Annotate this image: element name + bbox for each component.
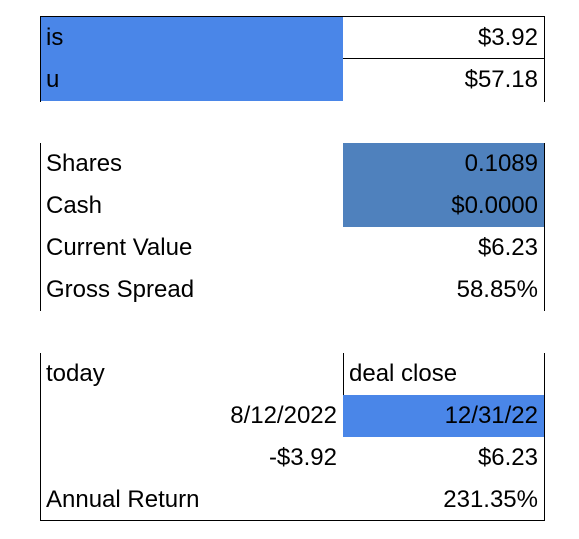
label-shares[interactable]: Shares bbox=[46, 150, 123, 177]
date-today[interactable]: 8/12/2022 bbox=[230, 402, 337, 429]
block1-border-mid bbox=[343, 58, 545, 59]
block2-border-right bbox=[544, 143, 545, 311]
cashflow-today[interactable]: -$3.92 bbox=[268, 444, 337, 471]
block1-border-left bbox=[40, 16, 41, 102]
block1-border-right bbox=[544, 16, 545, 102]
value-is[interactable]: $3.92 bbox=[477, 24, 538, 51]
value-annual-return[interactable]: 231.35% bbox=[443, 486, 538, 513]
cashflow-deal-close[interactable]: $6.23 bbox=[477, 444, 538, 471]
block2-border-left bbox=[40, 143, 41, 311]
block3-border-left bbox=[40, 353, 41, 521]
value-shares[interactable]: 0.1089 bbox=[343, 143, 544, 185]
date-deal-close[interactable]: 12/31/22 bbox=[343, 395, 544, 437]
block1-border-top bbox=[40, 16, 545, 17]
value-gross-spread[interactable]: 58.85% bbox=[456, 276, 538, 303]
header-deal-close[interactable]: deal close bbox=[349, 360, 458, 387]
block3-border-right bbox=[544, 353, 545, 521]
label-gross-spread[interactable]: Gross Spread bbox=[46, 276, 195, 303]
block3-border-mid bbox=[343, 353, 344, 395]
label-annual-return[interactable]: Annual Return bbox=[46, 486, 200, 513]
value-cash[interactable]: $0.0000 bbox=[343, 185, 544, 227]
header-today[interactable]: today bbox=[46, 360, 105, 387]
value-current-value[interactable]: $6.23 bbox=[477, 234, 538, 261]
block3-border-bottom bbox=[40, 520, 545, 521]
label-cash[interactable]: Cash bbox=[46, 192, 103, 219]
value-u[interactable]: $57.18 bbox=[464, 66, 538, 93]
label-u[interactable]: u bbox=[40, 59, 343, 101]
label-is[interactable]: is bbox=[40, 17, 343, 59]
label-current-value[interactable]: Current Value bbox=[46, 234, 193, 261]
